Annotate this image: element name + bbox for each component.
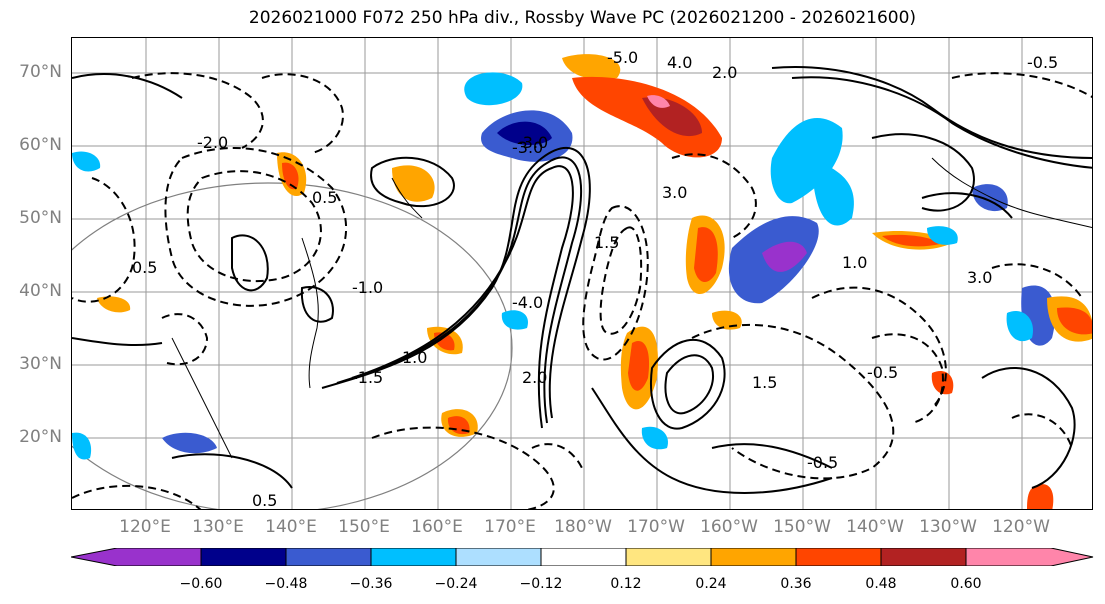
map-title: 2026021000 F072 250 hPa div., Rossby Wav… [248, 8, 917, 28]
contour-label: 3.0 [662, 183, 687, 202]
contour-label: -1.0 [352, 278, 383, 297]
lon-label-160w: 160°W [700, 517, 758, 537]
colorbar-segment [370, 548, 457, 566]
colorbar-segment [880, 548, 967, 566]
contour-label: 2.0 [712, 63, 737, 82]
colorbar-segment [455, 548, 542, 566]
lat-label-30n: 30°N [19, 354, 62, 374]
contour-label: 0.5 [312, 188, 337, 207]
lat-label-70n: 70°N [19, 62, 62, 82]
contour-label: 0.5 [132, 258, 157, 277]
contour-label: -3.0 [512, 138, 543, 157]
colorbar-tick: 0.24 [695, 576, 727, 592]
colorbar-segment [540, 548, 627, 566]
contour-label: -0.5 [1027, 53, 1058, 72]
colorbar-tick: −0.24 [434, 576, 478, 592]
graticule [72, 38, 1092, 509]
lat-label-50n: 50°N [19, 208, 62, 228]
colorbar-segment [200, 548, 287, 566]
shaded-field [72, 54, 1092, 509]
colorbar-segment [285, 548, 372, 566]
contour-label: 1.5 [594, 233, 619, 252]
colorbar-tick: 0.60 [950, 576, 982, 592]
lon-label-150w: 150°W [773, 517, 831, 537]
colorbar-tick: −0.60 [179, 576, 223, 592]
contour-label: -0.5 [867, 363, 898, 382]
colorbar-segment [795, 548, 882, 566]
contour-label: -4.0 [512, 293, 543, 312]
colorbar-tick: −0.36 [349, 576, 393, 592]
contour-label: -3.0 [517, 133, 548, 152]
colorbar-svg [71, 548, 1094, 566]
contour-label: 0.5 [252, 491, 277, 510]
contour-label: -5.0 [607, 48, 638, 67]
map-canvas: -5.0 4.0 2.0 -4.0 -3.0 3.0 1.5 0.5 -0.5 … [72, 38, 1092, 510]
colorbar-segment [71, 548, 202, 566]
contour-label: 1.0 [842, 253, 867, 272]
lon-label-120e: 120°E [119, 517, 171, 537]
contour-label: -1.5 [352, 368, 383, 387]
lon-label-180w: 180°W [554, 517, 612, 537]
lon-label-140e: 140°E [265, 517, 317, 537]
contour-label: 1.5 [752, 373, 777, 392]
map-panel: -5.0 4.0 2.0 -4.0 -3.0 3.0 1.5 0.5 -0.5 … [71, 37, 1093, 510]
solid-contours [72, 66, 1092, 494]
lon-label-140w: 140°W [846, 517, 904, 537]
colorbar-tick: −0.12 [519, 576, 563, 592]
lon-label-130e: 130°E [192, 517, 244, 537]
colorbar [71, 548, 1095, 566]
lon-label-130w: 130°W [919, 517, 977, 537]
contour-label: 2.0 [522, 368, 547, 387]
lon-label-160e: 160°E [411, 517, 463, 537]
colorbar-tick: 0.48 [865, 576, 897, 592]
region-circle [72, 182, 513, 509]
colorbar-tick: 0.12 [610, 576, 642, 592]
contour-label-group: -5.0 4.0 2.0 -4.0 -3.0 3.0 1.5 0.5 -0.5 … [132, 48, 1058, 510]
lon-label-150e: 150°E [338, 517, 390, 537]
coastlines [171, 157, 1092, 459]
contour-label: 4.0 [667, 53, 692, 72]
lat-label-60n: 60°N [19, 135, 62, 155]
colorbar-tick: 0.36 [780, 576, 812, 592]
contour-label: -0.5 [807, 453, 838, 472]
contour-label: 1.0 [402, 348, 427, 367]
contour-label: -2.0 [197, 133, 228, 152]
colorbar-segment [965, 548, 1094, 566]
lat-label-20n: 20°N [19, 427, 62, 447]
lon-label-170e: 170°E [484, 517, 536, 537]
lon-label-170w: 170°W [627, 517, 685, 537]
contour-label: 3.0 [967, 268, 992, 287]
colorbar-tick: −0.48 [264, 576, 308, 592]
colorbar-segment [710, 548, 797, 566]
lon-label-120w: 120°W [992, 517, 1050, 537]
lat-label-40n: 40°N [19, 281, 62, 301]
colorbar-segment [625, 548, 712, 566]
